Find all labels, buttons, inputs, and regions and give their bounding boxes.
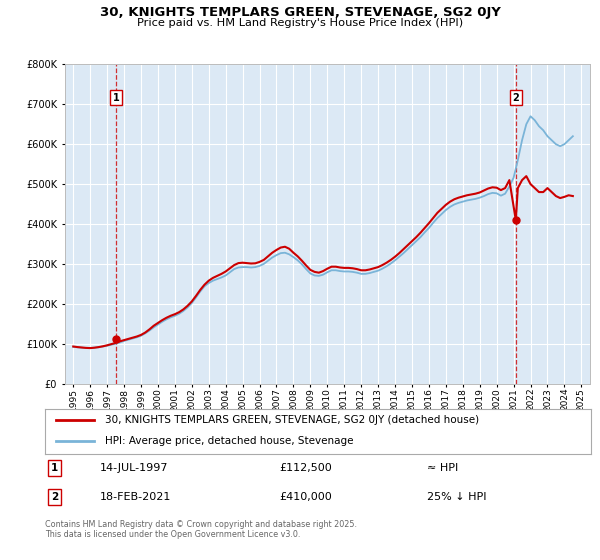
Text: 2: 2 (51, 492, 58, 502)
Text: 25% ↓ HPI: 25% ↓ HPI (427, 492, 487, 502)
Text: £112,500: £112,500 (280, 463, 332, 473)
Text: HPI: Average price, detached house, Stevenage: HPI: Average price, detached house, Stev… (105, 436, 353, 446)
Text: 1: 1 (51, 463, 58, 473)
Text: 1: 1 (113, 93, 119, 103)
Text: ≈ HPI: ≈ HPI (427, 463, 458, 473)
Text: Contains HM Land Registry data © Crown copyright and database right 2025.
This d: Contains HM Land Registry data © Crown c… (45, 520, 357, 539)
Text: 18-FEB-2021: 18-FEB-2021 (100, 492, 171, 502)
Text: 2: 2 (512, 93, 519, 103)
Text: £410,000: £410,000 (280, 492, 332, 502)
Text: Price paid vs. HM Land Registry's House Price Index (HPI): Price paid vs. HM Land Registry's House … (137, 18, 463, 28)
Text: 30, KNIGHTS TEMPLARS GREEN, STEVENAGE, SG2 0JY (detached house): 30, KNIGHTS TEMPLARS GREEN, STEVENAGE, S… (105, 415, 479, 425)
Text: 14-JUL-1997: 14-JUL-1997 (100, 463, 168, 473)
Text: 30, KNIGHTS TEMPLARS GREEN, STEVENAGE, SG2 0JY: 30, KNIGHTS TEMPLARS GREEN, STEVENAGE, S… (100, 6, 500, 18)
